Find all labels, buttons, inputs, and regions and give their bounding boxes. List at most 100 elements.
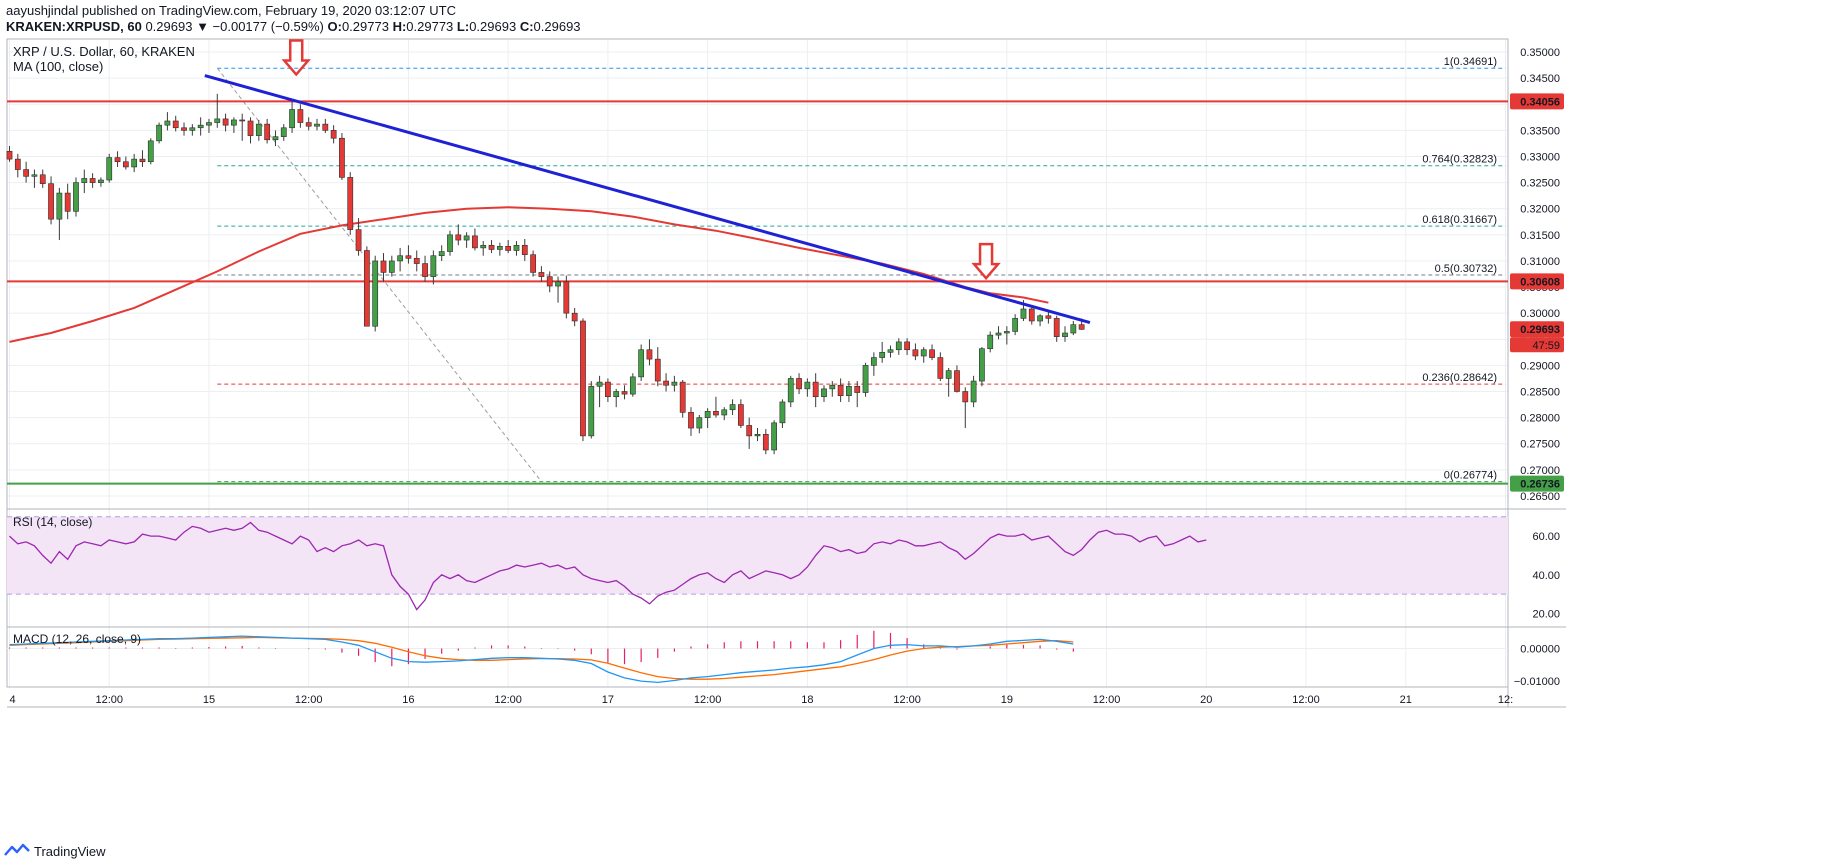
chart-title: XRP / U.S. Dollar, 60, KRAKEN [13, 44, 195, 59]
low-label: L: [456, 19, 470, 34]
candle-up [1037, 315, 1043, 322]
candle-up [272, 136, 279, 141]
candle-down [14, 158, 21, 170]
current-price-label-bg [1510, 321, 1564, 338]
candle-down [538, 272, 545, 277]
price-axis-tick: 0.33000 [1520, 152, 1560, 164]
rsi-axis-tick: 20.00 [1532, 608, 1560, 620]
last-price: 0.29693 [145, 19, 193, 34]
candle-up [895, 341, 902, 351]
candle-down [380, 260, 387, 273]
candle-up [754, 434, 761, 437]
rsi-legend: RSI (14, close) [13, 515, 92, 529]
candle-down [413, 258, 420, 264]
candle-up [496, 246, 503, 250]
candle-up [480, 244, 487, 249]
fib-level-label: 0.764(0.32823) [1422, 154, 1497, 166]
resistance-price-label: 0.30608 [1520, 276, 1560, 288]
candle-up [1003, 331, 1010, 334]
time-axis-tick: 12:00 [95, 694, 123, 706]
candle-up [771, 422, 777, 451]
candle-up [231, 119, 237, 126]
down-arrow-icon [971, 242, 1001, 281]
candle-down [181, 127, 187, 131]
candle-down [455, 234, 462, 241]
candle-up [98, 179, 104, 183]
candle-up [438, 251, 445, 257]
candle-down [114, 157, 121, 163]
candle-down [546, 276, 553, 287]
low-value: 0.29693 [469, 19, 517, 34]
symbol-quote-line: KRAKEN:XRPUSD, 60 0.29693 ▼ −0.00177 (−0… [6, 18, 581, 36]
time-axis-tick: 21 [1400, 694, 1412, 706]
candle-down [6, 150, 13, 160]
candle-up [638, 349, 645, 378]
candle-up [388, 260, 395, 273]
candle-down [530, 254, 536, 273]
candle-up [1012, 318, 1019, 332]
macd-line [9, 635, 1074, 684]
candle-down [654, 358, 661, 382]
candle-down [322, 123, 329, 131]
time-axis-tick: 12:00 [694, 694, 722, 706]
open-label: O: [327, 19, 342, 34]
macd-axis-tick: 0.00000 [1520, 644, 1560, 656]
candle-down [222, 118, 229, 126]
candle-down [929, 349, 935, 358]
candle-down [1078, 324, 1085, 330]
candle-down [738, 404, 744, 426]
rsi-band [7, 516, 1508, 595]
candle-up [289, 109, 295, 129]
candle-down [339, 137, 345, 178]
time-axis-tick: 12:00 [893, 694, 921, 706]
candle-up [1070, 324, 1077, 334]
candle-up [979, 348, 985, 382]
candle-up [81, 178, 88, 183]
fib-trend-line [216, 67, 542, 482]
candle-up [156, 124, 162, 142]
time-axis-tick: 12:00 [1292, 694, 1320, 706]
candle-down [812, 381, 819, 398]
candle-down [472, 235, 478, 249]
resistance-price-label-bg [1510, 93, 1564, 110]
price-axis-tick: 0.30000 [1520, 308, 1560, 320]
candle-up [106, 157, 113, 181]
time-axis-tick: 17 [602, 694, 614, 706]
price-axis-tick: 0.27000 [1520, 465, 1560, 477]
price-change: ▼ −0.00177 (−0.59%) [196, 19, 324, 34]
fib-level-label: 0(0.26774) [1444, 470, 1497, 482]
candle-up [721, 409, 728, 416]
candle-up [870, 357, 877, 366]
candle-down [621, 391, 628, 395]
candle-down [962, 391, 969, 403]
candle-up [729, 404, 736, 411]
support-price-label-bg [1510, 475, 1564, 492]
candle-down [679, 381, 686, 413]
candle-down [837, 384, 844, 396]
candle-down [347, 177, 354, 230]
candle-up [31, 174, 38, 177]
candle-up [73, 182, 79, 212]
candle-down [1053, 318, 1060, 337]
candle-up [372, 260, 379, 327]
candle-up [970, 380, 977, 403]
footer-brand: TradingView [34, 844, 106, 859]
candle-up [804, 381, 811, 390]
candle-up [613, 391, 620, 398]
candle-down [904, 341, 910, 351]
rsi-line [9, 521, 1207, 611]
fib-level-label: 0.236(0.28642) [1422, 372, 1497, 384]
candle-down [1045, 315, 1052, 319]
candle-up [397, 255, 403, 262]
support-price-label: 0.26736 [1520, 479, 1560, 491]
candle-down [713, 411, 719, 416]
candle-up [887, 349, 894, 353]
candle-down [239, 119, 246, 122]
candle-up [671, 381, 678, 386]
candle-down [688, 412, 694, 429]
price-axis-tick: 0.31500 [1520, 230, 1560, 242]
price-axis-tick: 0.34500 [1520, 73, 1560, 85]
candle-up [846, 385, 852, 396]
candle-up [147, 140, 154, 163]
